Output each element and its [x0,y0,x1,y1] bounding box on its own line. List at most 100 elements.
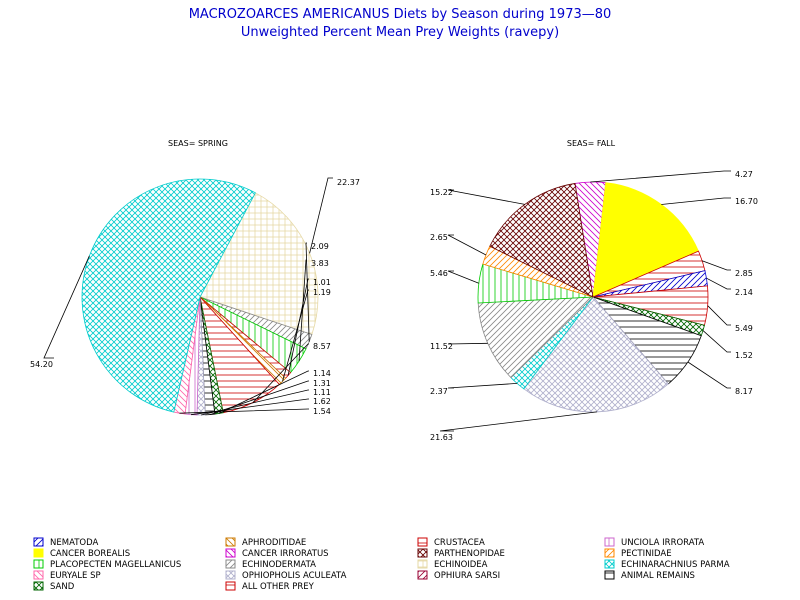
legend-swatch [225,548,236,558]
pie-slice-parthenopidae [489,182,594,298]
leader-line [701,260,731,271]
legend-item-cancer_irroratus: CANCER IRRORATUS [225,548,329,559]
legend-swatch [33,559,44,569]
legend-item-parthenopidae: PARTHENOPIDAE [417,548,505,559]
chart-title: MACROZOARCES AMERICANUS Diets by Season … [189,7,612,22]
legend-label: OPHIURA SARSI [434,571,500,581]
legend-label: ECHINODERMATA [242,560,316,570]
slice-label: 8.17 [735,387,753,396]
legend-swatch [225,537,236,547]
legend-item-ophiopholis: OPHIOPHOLIS ACULEATA [225,570,347,581]
legend-swatch [604,570,615,580]
leader-line [590,170,731,183]
legend-label: UNCIOLA IRRORATA [621,538,704,548]
legend-item-cancer_borealis: CANCER BOREALIS [33,548,130,559]
leader-line [201,389,309,416]
chart-subtitle: Unweighted Percent Mean Prey Weights (ra… [241,25,559,40]
legend-label: PLACOPECTEN MAGELLANICUS [50,560,181,570]
leader-line [43,255,90,359]
legend-swatch [417,548,428,558]
slice-label: 5.46 [430,269,448,278]
leader-line [447,342,488,345]
legend-label: CANCER IRRORATUS [242,549,329,559]
slice-label: 1.62 [313,397,331,406]
legend-label: PARTHENOPIDAE [434,549,505,559]
leader-line [282,289,309,382]
slice-label: 1.14 [313,369,331,378]
leader-line [309,177,333,254]
legend-item-animal_remains: ANIMAL REMAINS [604,570,695,581]
leader-line [252,343,309,403]
slice-label: 11.52 [430,342,453,351]
slice-label: 1.19 [313,288,331,297]
leader-line [687,361,731,389]
legend-label: ECHINOIDEA [434,560,488,570]
leader-line [702,330,731,353]
legend-item-ophiura: OPHIURA SARSI [417,570,500,581]
legend-swatch [417,559,428,569]
legend-swatch [604,559,615,569]
legend-label: ECHINARACHNIUS PARMA [621,560,730,570]
legend-item-all_other: ALL OTHER PREY [225,581,315,592]
slice-label: 2.14 [735,288,753,297]
slice-label: 1.11 [313,388,331,397]
legend-item-pectinidae: PECTINIDAE [604,548,672,559]
legend-label: PECTINIDAE [621,549,672,559]
legend-label: APHRODITIDAE [242,538,306,548]
slice-label: 1.01 [313,278,331,287]
slice-label: 2.65 [430,233,448,242]
legend-item-sand: SAND [33,581,75,592]
legend-label: ALL OTHER PREY [242,582,315,592]
slice-label: 3.83 [311,259,329,268]
legend-item-echinarachnius: ECHINARACHNIUS PARMA [604,559,730,570]
slice-label: 1.52 [735,351,753,360]
slice-label: 15.22 [430,188,453,197]
leader-line [179,408,309,414]
slice-label: 16.70 [735,197,758,206]
slice-label: 21.63 [430,433,453,442]
slice-label: 1.31 [313,379,331,388]
legend-item-crustacea: CRUSTACEA [417,537,485,548]
slice-label: 1.54 [313,407,331,416]
legend-swatch [33,570,44,580]
legend-swatch [417,570,428,580]
legend-label: CRUSTACEA [434,538,485,548]
leader-line [707,305,731,326]
leader-line [439,411,597,432]
legend-swatch [33,581,44,591]
leader-line [447,189,525,205]
slice-label: 54.20 [30,360,53,369]
slice-label: 2.09 [311,242,329,251]
pie-1: SEAS= SPRING 22.37 2.09 3.83 1.011.19 8.57 1.1… [30,139,360,416]
legend-item-placopecten: PLACOPECTEN MAGELLANICUS [33,559,181,570]
leader-line [447,383,518,389]
legend-swatch [225,570,236,580]
pie-slice-echinodermata [477,296,595,379]
legend-swatch [225,581,236,591]
legend-item-echinoidea: ECHINOIDEA [417,559,488,570]
pies-group: SEAS= SPRING 22.37 2.09 3.83 1.011.19 8.57 1.1… [30,139,758,442]
legend-item-unciola: UNCIOLA IRRORATA [604,537,704,548]
legend: NEMATODA APHRODITIDAE CRUSTACEA UNCIOLA IRR… [33,537,730,592]
leader-line [706,277,731,290]
slice-label: 5.49 [735,324,753,333]
slice-label: 2.85 [735,269,753,278]
legend-label: EURYALE SP [50,571,101,581]
leader-line [661,197,731,205]
legend-item-echinodermata: ECHINODERMATA [225,559,316,570]
legend-label: OPHIOPHOLIS ACULEATA [242,571,347,581]
pie-title: SEAS= SPRING [168,139,228,148]
pie-2: SEAS= FALL 4.27 16.70 2.85 2.14 5.49 1.52 8.17 2… [430,139,758,442]
leader-line [218,370,309,414]
legend-label: SAND [50,582,75,592]
leader-line [209,380,309,415]
pie-slice-echinoidea [199,192,319,336]
slice-label: 22.37 [337,178,360,187]
legend-label: ANIMAL REMAINS [621,571,695,581]
pie-title: SEAS= FALL [567,139,616,148]
slice-label: 4.27 [735,170,753,179]
leader-line [305,242,310,342]
leader-line [447,270,479,284]
slice-label: 2.37 [430,387,448,396]
legend-label: CANCER BOREALIS [50,549,130,559]
